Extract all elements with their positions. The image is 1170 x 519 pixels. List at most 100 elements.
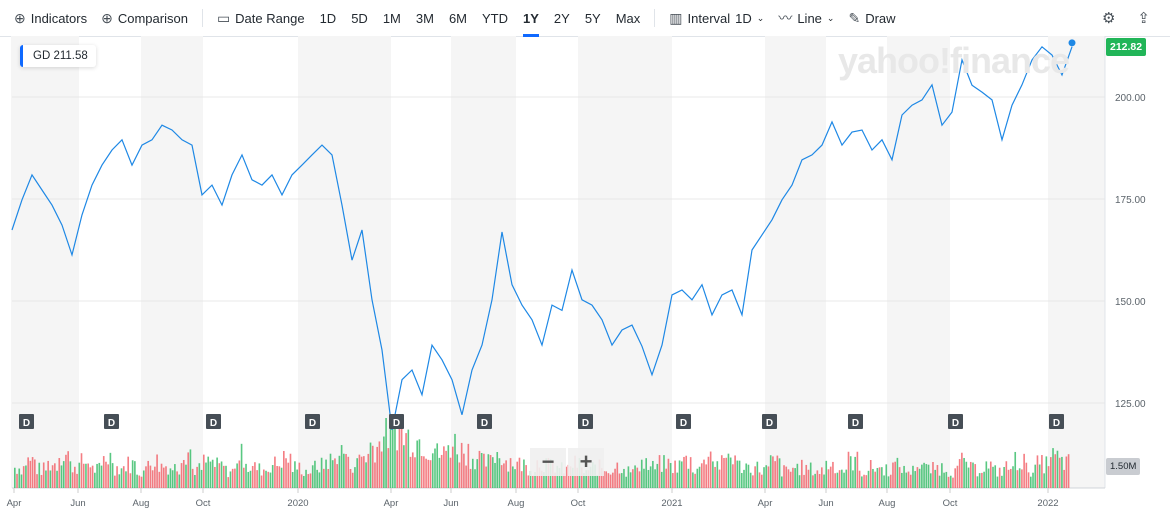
indicators-button[interactable]: ⊕ Indicators (14, 10, 87, 27)
volume-bar (854, 456, 856, 488)
zoom-controls: − + (530, 448, 604, 476)
gear-icon[interactable]: ⚙ (1101, 10, 1116, 27)
volume-bar (154, 466, 156, 488)
range-1y[interactable]: 1Y (523, 10, 539, 37)
date-range-button[interactable]: ▭ Date Range (217, 10, 305, 27)
range-ytd[interactable]: YTD (482, 10, 508, 26)
volume-bar (474, 469, 476, 488)
volume-bar (423, 456, 425, 488)
volume-bar (609, 474, 612, 488)
volume-bar (102, 456, 105, 488)
volume-bar (74, 466, 76, 488)
volume-bar (389, 418, 392, 488)
volume-bar (240, 443, 243, 488)
volume-bar (285, 458, 287, 488)
volume-bar (383, 436, 385, 488)
volume-bar (371, 445, 374, 488)
volume-bar (496, 452, 499, 488)
zoom-in-button[interactable]: + (568, 448, 604, 476)
volume-bar (1054, 454, 1057, 488)
share-icon[interactable]: ⇪ (1137, 10, 1150, 27)
volume-bar (652, 460, 654, 488)
y-tick-label: 175.00 (1115, 195, 1146, 206)
range-5y[interactable]: 5Y (584, 10, 601, 26)
pencil-icon: ✎ (848, 9, 861, 26)
volume-bar (411, 452, 414, 488)
volume-bar (760, 474, 763, 488)
volume-bar (489, 455, 492, 488)
dividend-marker (762, 414, 777, 429)
range-6m[interactable]: 6M (448, 10, 467, 26)
price-chart[interactable]: 125.00 150.00 175.00 200.00 Apr Jun Aug Oct 2020… (0, 36, 1170, 519)
volume-bar (518, 457, 521, 488)
calendar-icon: ▭ (216, 9, 231, 26)
interval-value: 1D (735, 10, 752, 26)
volume-bar (576, 467, 579, 488)
range-1d[interactable]: 1D (319, 10, 337, 26)
draw-button[interactable]: ✎ Draw (848, 10, 895, 27)
volume-bar (963, 457, 965, 488)
volume-bar (202, 454, 205, 488)
volume-bar (563, 473, 565, 488)
x-tick-label: Jun (818, 498, 833, 509)
volume-bar (954, 468, 957, 488)
volume-bar (869, 460, 872, 488)
legend-value: 211.58 (53, 50, 88, 62)
volume-bar (1014, 451, 1017, 488)
volume-bar (187, 452, 190, 488)
volume-bar (511, 466, 514, 488)
volume-bar (987, 468, 990, 488)
chart-type-dropdown[interactable]: 〰 Line ⌄ (778, 8, 834, 28)
volume-bar (169, 468, 172, 488)
volume-bar (683, 456, 685, 488)
volume-bar (878, 467, 881, 488)
volume-bar (465, 465, 467, 488)
dividend-marker-label: D (1053, 418, 1060, 429)
volume-bar (1018, 468, 1021, 488)
volume-bar (440, 454, 443, 488)
volume-bar (1034, 464, 1037, 488)
plus-circle-icon: ⊕ (14, 9, 26, 26)
volume-bar (569, 466, 572, 488)
zoom-out-button[interactable]: − (530, 448, 566, 476)
volume-bar (345, 453, 347, 488)
volume-bar (98, 462, 101, 488)
volume-bar (556, 465, 559, 488)
range-5d[interactable]: 5D (351, 10, 368, 26)
volume-bar (947, 476, 950, 488)
volume-bar (394, 423, 396, 488)
range-max[interactable]: Max (615, 10, 641, 26)
volume-bar (45, 470, 47, 488)
draw-label: Draw (865, 10, 896, 26)
volume-bar (625, 476, 627, 488)
volume-bar (31, 457, 34, 488)
volume-bar (218, 463, 221, 488)
range-3m[interactable]: 3M (415, 10, 434, 26)
volume-bar (174, 464, 176, 488)
volume-bar (594, 464, 596, 488)
volume-bar (1058, 457, 1061, 488)
volume-bar (978, 473, 981, 488)
volume-bar (205, 462, 207, 488)
volume-bar (996, 476, 999, 488)
volume-bar (269, 472, 272, 488)
range-2y[interactable]: 2Y (553, 10, 570, 26)
volume-bar (916, 467, 919, 488)
volume-bar (247, 471, 250, 488)
volume-bar (349, 468, 352, 488)
range-1m[interactable]: 1M (382, 10, 401, 26)
volume-bar (200, 469, 203, 488)
volume-bar (981, 472, 983, 488)
volume-bar (87, 463, 89, 488)
interval-dropdown[interactable]: ▥ Interval 1D ⌄ (669, 10, 764, 27)
plus-circle-icon: ⊕ (101, 9, 113, 26)
volume-bar (71, 472, 74, 488)
month-band (11, 36, 79, 488)
dividend-marker-label: D (108, 418, 115, 429)
volume-bar (634, 465, 636, 488)
comparison-button[interactable]: ⊕ Comparison (101, 10, 188, 27)
volume-bar (147, 460, 150, 488)
volume-bar (245, 463, 247, 488)
volume-bar (91, 465, 94, 488)
dividend-marker (948, 414, 963, 429)
